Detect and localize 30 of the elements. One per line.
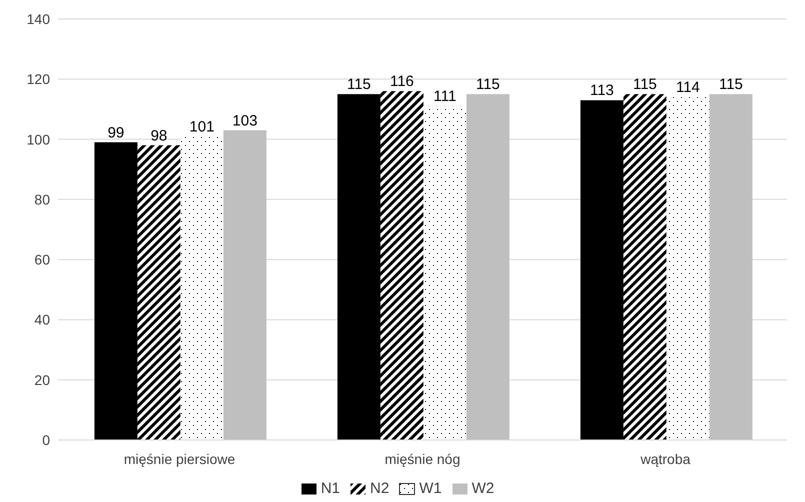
x-tick-label: mięśnie piersiowe — [124, 450, 236, 467]
y-tick-label: 100 — [26, 131, 50, 148]
y-tick-label: 120 — [26, 71, 50, 88]
legend-label: N1 — [320, 480, 340, 497]
y-tick-label: 80 — [34, 191, 50, 208]
x-tick-label: wątroba — [640, 450, 691, 467]
data-label: 114 — [676, 79, 700, 96]
x-tick-label: mięśnie nóg — [384, 450, 460, 467]
y-tick-label: 0 — [42, 432, 50, 448]
data-label: 99 — [108, 124, 124, 142]
data-label: 115 — [346, 76, 371, 94]
legend-label: W2 — [472, 480, 494, 497]
data-label: 115 — [718, 76, 743, 94]
y-tick-label: 140 — [26, 10, 50, 27]
data-label: 113 — [590, 82, 614, 100]
y-tick-label: 40 — [34, 312, 50, 328]
data-label: 101 — [189, 118, 214, 136]
bar — [94, 142, 138, 440]
bar — [580, 100, 624, 440]
data-label: 116 — [390, 73, 414, 90]
legend-label: W1 — [419, 480, 442, 497]
legend-label: N2 — [370, 480, 390, 497]
data-label: 103 — [232, 112, 258, 130]
data-label: 111 — [434, 88, 456, 106]
data-label: 115 — [632, 76, 657, 94]
y-tick-label: 60 — [34, 252, 50, 268]
data-label: 98 — [150, 127, 168, 144]
data-label: 115 — [476, 76, 500, 94]
y-tick-label: 20 — [34, 372, 50, 388]
bar — [337, 94, 380, 440]
